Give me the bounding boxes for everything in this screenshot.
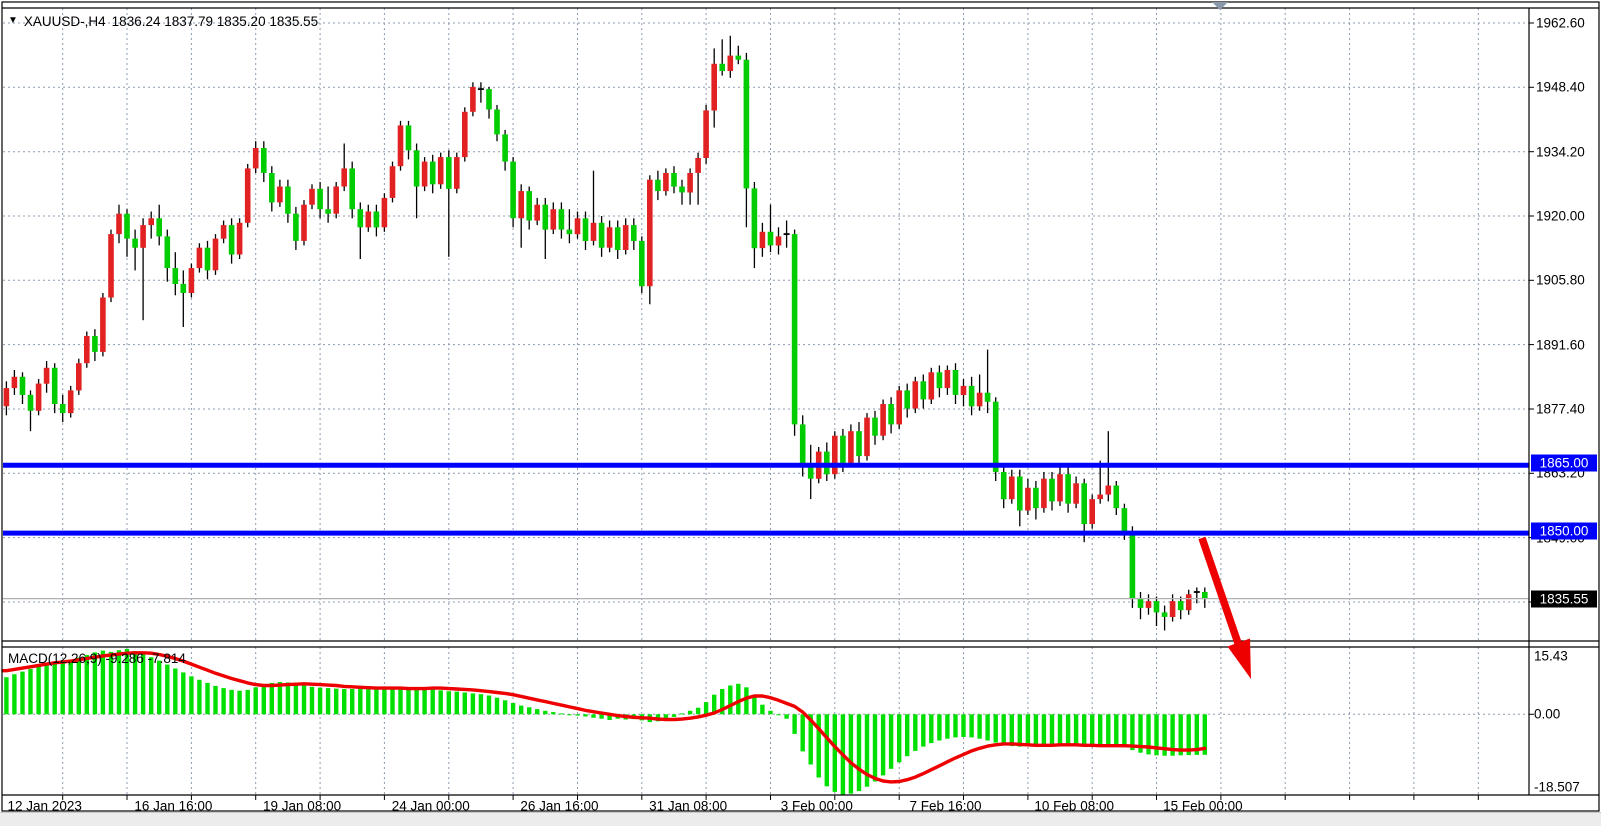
candle-wicks (5, 35, 1206, 631)
price-axis-label: 1891.60 (1536, 337, 1585, 353)
time-axis-label: 31 Jan 08:00 (649, 798, 728, 814)
window-bottom-strip (0, 812, 1601, 826)
trend-arrow[interactable] (1198, 536, 1251, 679)
price-axis-label: 1962.60 (1536, 15, 1585, 31)
price-axis-label: 1934.20 (1536, 144, 1585, 160)
time-axis-label: 16 Jan 16:00 (134, 798, 213, 814)
symbol-dropdown-icon[interactable]: ▼ (8, 15, 18, 26)
current-price-badge: 1835.55 (1531, 590, 1597, 607)
price-axis-label: 1920.00 (1536, 208, 1585, 224)
macd-indicator-label: MACD(12,26,9) -9.286 -7.814 (8, 651, 186, 666)
time-axis-label: 15 Feb 00:00 (1163, 798, 1243, 814)
time-axis-label: 19 Jan 08:00 (263, 798, 342, 814)
price-axis-label: 1948.40 (1536, 79, 1585, 95)
macd-histogram-layer (4, 648, 1207, 795)
time-axis-label: 7 Feb 16:00 (909, 798, 982, 814)
time-axis-label: 24 Jan 00:00 (391, 798, 470, 814)
ohlc-values: 1836.24 1837.79 1835.20 1835.55 (111, 13, 319, 29)
macd-axis-label: 0.00 (1534, 706, 1561, 722)
time-axis-label: 10 Feb 08:00 (1034, 798, 1114, 814)
price-axis-label: 1877.40 (1536, 401, 1585, 417)
macd-axis-label: 15.43 (1534, 648, 1568, 664)
level-badge-1865[interactable]: 1865.00 (1531, 454, 1597, 472)
time-axis-label: 3 Feb 00:00 (780, 798, 853, 814)
price-axis-label: 1905.80 (1536, 272, 1585, 288)
macd-signal-line (1, 651, 1207, 784)
macd-axis-label: -18.507 (1534, 779, 1580, 795)
time-axis-label: 26 Jan 16:00 (520, 798, 599, 814)
symbol-period-label: XAUUSD-,H4 (23, 13, 106, 29)
chart-title: ▼ XAUUSD-,H4 1836.24 1837.79 1835.20 183… (8, 12, 318, 30)
chart-shift-triangle-icon[interactable] (1212, 2, 1228, 10)
time-axis-label: 12 Jan 2023 (7, 798, 82, 814)
level-badge-1850[interactable]: 1850.00 (1531, 522, 1597, 539)
candles-layer (3, 55, 1208, 617)
